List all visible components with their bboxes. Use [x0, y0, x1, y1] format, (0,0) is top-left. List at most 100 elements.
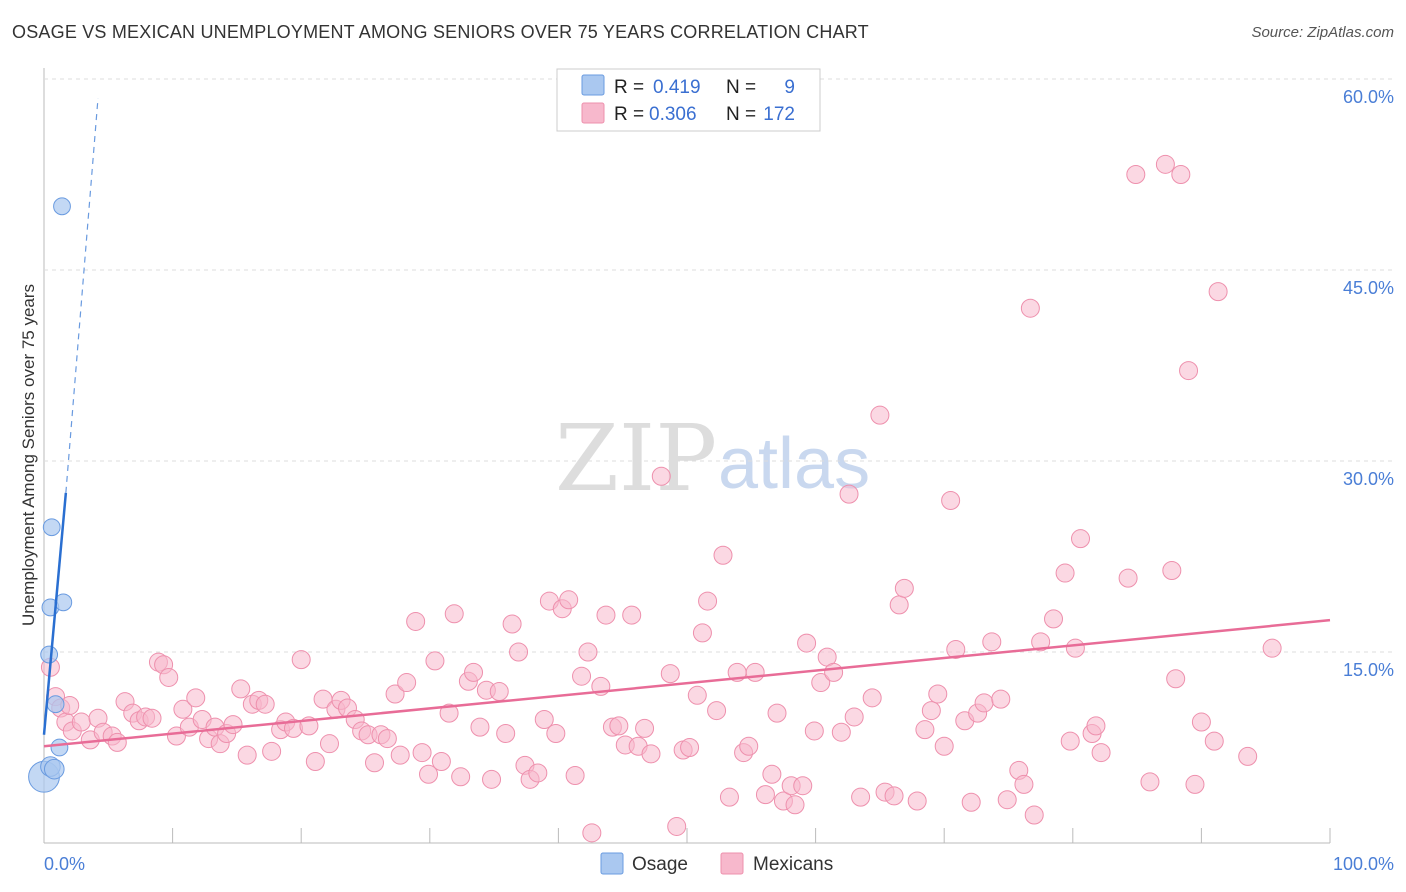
- mexicans-point-63: [451, 767, 471, 787]
- mexicans-point-124: [851, 787, 871, 807]
- mexicans-point-166: [1185, 774, 1205, 794]
- mexicans-point-134: [928, 684, 948, 704]
- mexicans-point-34: [255, 694, 275, 714]
- mexicans-point-126: [870, 405, 890, 425]
- osage-point-5: [40, 645, 59, 664]
- mexicans-point-130: [894, 578, 914, 598]
- mexicans-point-21: [173, 699, 193, 719]
- mexicans-point-62: [444, 604, 464, 624]
- osage-point-4: [46, 695, 65, 714]
- legend-r-label-mexicans: R =: [614, 104, 644, 125]
- osage-trend-extension: [65, 98, 99, 493]
- x-tick-label-1: 100.0%: [1333, 854, 1394, 874]
- series-legend: Osage Mexicans: [600, 852, 833, 875]
- mexicans-point-120: [824, 662, 844, 682]
- mexicans-point-56: [406, 611, 426, 631]
- bottom-legend-osage: Osage: [632, 854, 688, 875]
- mexicans-point-60: [431, 752, 451, 772]
- y-tick-label-0: 15.0%: [1343, 660, 1394, 680]
- mexicans-point-131: [907, 791, 927, 811]
- legend-n-label-mexicans: N =: [726, 104, 756, 125]
- mexicans-point-68: [482, 769, 502, 789]
- mexicans-point-142: [982, 632, 1002, 652]
- mexicans-point-150: [1044, 609, 1064, 629]
- watermark-zip: ZIP: [555, 405, 717, 512]
- mexicans-point-11: [107, 732, 127, 752]
- mexicans-point-54: [390, 745, 410, 765]
- mexicans-point-82: [572, 666, 592, 686]
- mexicans-point-41: [305, 752, 325, 772]
- mexicans-point-71: [502, 614, 522, 634]
- legend-swatch-osage: [581, 74, 605, 96]
- mexicans-point-146: [1014, 774, 1034, 794]
- mexicans-point-52: [377, 729, 397, 749]
- mexicans-point-53: [385, 684, 405, 704]
- mexicans-point-103: [713, 545, 733, 565]
- mexicans-point-158: [1118, 568, 1138, 588]
- legend-r-osage: 0.419: [653, 77, 701, 98]
- mexicans-point-86: [596, 605, 616, 625]
- mexicans-point-30: [231, 679, 251, 699]
- mexicans-point-72: [509, 642, 529, 662]
- mexicans-point-164: [1171, 165, 1191, 184]
- mexicans-point-170: [1238, 746, 1258, 766]
- legend-r-mexicans: 0.306: [649, 104, 697, 125]
- osage-point-8: [42, 518, 61, 537]
- mexicans-point-98: [680, 738, 700, 757]
- mexicans-point-141: [974, 693, 994, 713]
- mexicans-point-88: [609, 716, 629, 736]
- osage-point-9: [53, 197, 71, 216]
- mexicans-point-132: [915, 720, 935, 740]
- bottom-legend-swatch-mexicans: [720, 852, 744, 875]
- mexicans-point-118: [811, 673, 831, 693]
- mexicans-point-35: [262, 741, 282, 761]
- mexicans-point-58: [419, 764, 439, 784]
- mexicans-point-153: [1065, 638, 1085, 658]
- mexicans-point-122: [839, 484, 859, 504]
- mexicans-point-123: [844, 707, 864, 727]
- mexicans-point-111: [767, 703, 787, 723]
- bottom-legend-swatch-osage: [600, 852, 624, 875]
- mexicans-point-90: [622, 605, 642, 625]
- legend-n-osage: 9: [784, 77, 795, 98]
- mexicans-point-29: [223, 715, 243, 735]
- mexicans-point-169: [1208, 282, 1228, 302]
- mexicans-point-96: [667, 816, 687, 836]
- mexicans-point-19: [159, 667, 179, 687]
- mexicans-point-149: [1031, 632, 1051, 652]
- legend-n-label-osage: N =: [726, 77, 756, 98]
- mexicans-point-59: [425, 651, 445, 671]
- mexicans-point-101: [698, 591, 718, 611]
- mexicans-point-171: [1262, 638, 1282, 658]
- mexicans-point-108: [745, 662, 765, 682]
- mexicans-point-139: [961, 792, 981, 812]
- mexicans-point-154: [1071, 529, 1091, 549]
- mexicans-point-168: [1204, 731, 1224, 751]
- mexicans-point-43: [319, 734, 339, 754]
- mexicans-point-109: [755, 785, 775, 805]
- mexicans-point-70: [496, 723, 516, 743]
- mexicans-point-160: [1140, 772, 1160, 792]
- x-tick-label-0: 0.0%: [44, 854, 85, 874]
- mexicans-point-125: [862, 688, 882, 708]
- mexicans-point-104: [719, 787, 739, 807]
- mexicans-point-94: [651, 466, 671, 486]
- mexicans-point-143: [991, 689, 1011, 709]
- mexicans-point-31: [237, 745, 257, 765]
- mexicans-point-81: [565, 766, 585, 786]
- mexicans-point-39: [291, 650, 311, 670]
- y-axis-title: Unemployment Among Seniors over 75 years: [19, 284, 38, 626]
- mexicans-point-66: [470, 717, 490, 737]
- mexicans-point-75: [528, 763, 548, 783]
- mexicans-points: [40, 154, 1282, 843]
- osage-point-2: [43, 758, 65, 780]
- mexicans-point-165: [1179, 361, 1199, 381]
- source-label: Source: ZipAtlas.com: [1251, 24, 1394, 41]
- mexicans-point-23: [186, 688, 206, 708]
- mexicans-point-144: [997, 790, 1017, 810]
- y-tick-label-2: 45.0%: [1343, 278, 1394, 298]
- trend-lines: [42, 98, 1331, 748]
- mexicans-point-50: [365, 753, 385, 773]
- mexicans-point-110: [762, 764, 782, 784]
